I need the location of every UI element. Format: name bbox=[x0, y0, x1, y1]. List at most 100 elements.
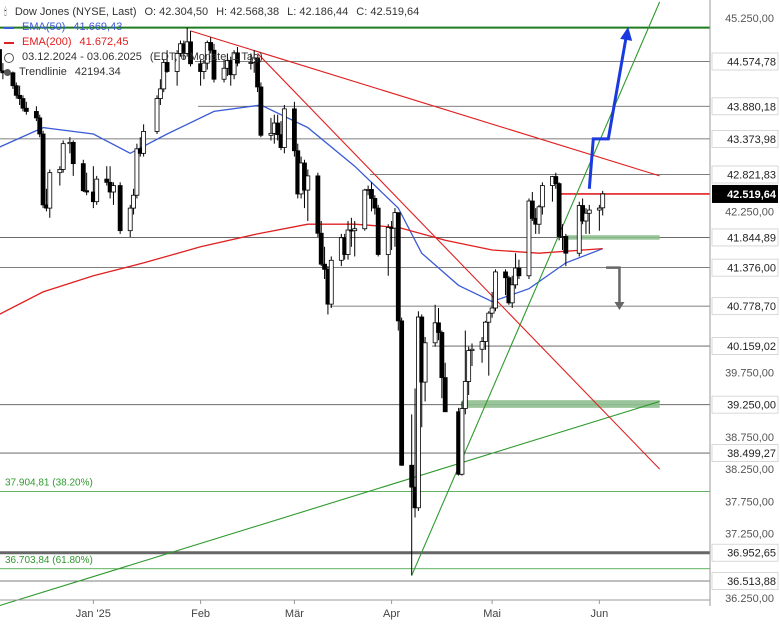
candle bbox=[600, 190, 606, 216]
candle bbox=[372, 195, 378, 215]
candle-body-down bbox=[211, 49, 217, 80]
candle bbox=[23, 101, 29, 115]
candle bbox=[536, 204, 542, 234]
clock-icon bbox=[4, 52, 14, 63]
candle bbox=[211, 43, 217, 83]
candle-body-down bbox=[20, 98, 26, 109]
candle bbox=[369, 182, 374, 212]
candle bbox=[352, 221, 358, 257]
candle-body-up bbox=[161, 62, 167, 90]
candle bbox=[13, 82, 19, 99]
candle bbox=[442, 362, 448, 413]
candle-body-up bbox=[345, 229, 351, 255]
candle-body-down bbox=[70, 141, 76, 165]
candle bbox=[493, 269, 498, 312]
last-price-label: 42.519,64 bbox=[727, 189, 777, 201]
candle-body-down bbox=[84, 190, 90, 193]
candle-body-down bbox=[503, 271, 508, 279]
down-arrow-head bbox=[614, 302, 625, 310]
level-tag-9: 38.499,27 bbox=[727, 448, 776, 460]
legend-close: C: 42.519,64 bbox=[356, 6, 420, 18]
legend-ema50-label: EMA(50) bbox=[22, 21, 66, 33]
y-tick-label-6: 37.250,00 bbox=[725, 529, 774, 541]
candle bbox=[57, 166, 63, 186]
level-tag-bg-2 bbox=[711, 129, 779, 148]
level-tag-8: 39.250,00 bbox=[727, 400, 776, 412]
level-tag-bg-6 bbox=[711, 297, 779, 316]
candle-body-down bbox=[40, 133, 46, 206]
candle-body-up bbox=[489, 307, 495, 314]
candle bbox=[37, 114, 43, 138]
candlesticks bbox=[0, 27, 606, 576]
candle bbox=[70, 140, 76, 176]
candle bbox=[436, 308, 441, 341]
candle-body-down bbox=[442, 377, 448, 413]
candle bbox=[466, 346, 472, 395]
fib-label-1: 36.703,84 (61.80%) bbox=[5, 555, 93, 566]
candle-body-down bbox=[33, 111, 39, 119]
candle-body-up bbox=[157, 88, 163, 99]
candle-body-down bbox=[23, 107, 29, 112]
candle-body-up bbox=[131, 194, 136, 209]
candle-body-up bbox=[422, 342, 428, 383]
candle bbox=[586, 204, 592, 234]
candle-body-down bbox=[395, 212, 401, 322]
y-tick-label-0: 45.250,00 bbox=[725, 13, 774, 25]
ema200-line bbox=[0, 223, 603, 315]
candle-body-down bbox=[322, 263, 327, 270]
candle bbox=[94, 175, 100, 205]
candle bbox=[526, 198, 532, 279]
candle bbox=[134, 143, 140, 199]
candle-body-down bbox=[409, 464, 415, 488]
level-tag-bg-4 bbox=[711, 228, 779, 247]
legend-ema50-value: 41.669,43 bbox=[73, 21, 123, 33]
ema50-swatch bbox=[4, 26, 14, 29]
level-tag-5: 41.376,00 bbox=[727, 263, 776, 275]
candle bbox=[281, 105, 287, 154]
fibonacci-labels: 37.904,81 (38.20%) 36.703,84 (61.80%) bbox=[5, 477, 93, 565]
candle-body-up bbox=[127, 207, 133, 232]
level-tag-10: 36.952,65 bbox=[727, 548, 776, 560]
candle bbox=[483, 320, 488, 350]
candle bbox=[248, 53, 254, 70]
candle-body-up bbox=[328, 259, 334, 305]
legend-ema50-row: EMA(50) 41.669,43 bbox=[4, 20, 427, 35]
candle bbox=[117, 182, 123, 234]
ema200-swatch bbox=[4, 41, 14, 44]
legend-ema200-value: 41.672,45 bbox=[79, 36, 129, 48]
candle bbox=[40, 130, 46, 209]
candle-body-up bbox=[174, 53, 180, 72]
level-tag-0: 44.574,78 bbox=[727, 57, 776, 69]
candle-body-up bbox=[493, 271, 498, 309]
candle bbox=[141, 124, 147, 157]
candle-body-down bbox=[258, 86, 264, 136]
level-tag-bg-7 bbox=[711, 337, 779, 355]
level-tag-bg-10 bbox=[711, 543, 779, 562]
candle bbox=[318, 221, 324, 267]
candle bbox=[422, 337, 428, 402]
level-tag-1: 43.880,18 bbox=[727, 101, 776, 113]
candle bbox=[529, 192, 535, 221]
legend-trend-row: Trendlinie 42194.34 bbox=[4, 65, 427, 80]
candle-body-up bbox=[201, 62, 207, 72]
candle bbox=[305, 169, 311, 221]
candle bbox=[127, 204, 133, 238]
legend-ema200-row: EMA(200) 41.672,45 bbox=[4, 35, 427, 50]
candle bbox=[231, 50, 237, 80]
fib-label-0: 37.904,81 (38.20%) bbox=[5, 477, 93, 488]
trend-lines bbox=[0, 1, 661, 607]
legend-settings: (EDT, 6 Monate, 1 Tag) bbox=[149, 51, 263, 63]
candle bbox=[292, 101, 297, 157]
y-tick-label-5: 37.750,00 bbox=[725, 496, 774, 508]
target-arrow-head bbox=[620, 26, 633, 41]
candle bbox=[409, 414, 415, 576]
candle-body-down bbox=[275, 122, 281, 136]
candle bbox=[201, 59, 207, 80]
candle-body-up bbox=[462, 381, 468, 409]
target-arrow bbox=[587, 36, 628, 189]
candle-body-up bbox=[466, 350, 472, 382]
ema50-line bbox=[0, 104, 603, 303]
level-tag-bg-11 bbox=[711, 572, 779, 590]
level-tag-bg-5 bbox=[711, 258, 779, 277]
candle-body-down bbox=[17, 94, 23, 99]
